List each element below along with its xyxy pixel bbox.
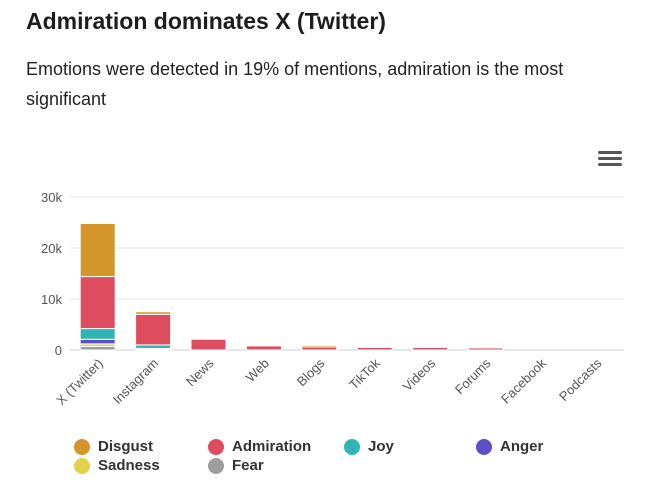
bar-segment-admiration: [467, 347, 504, 351]
legend-item-sadness[interactable]: Sadness: [74, 457, 160, 474]
legend-item-joy[interactable]: Joy: [344, 438, 394, 455]
x-tick-label: X (Twitter): [53, 356, 105, 408]
grid-lines: [70, 196, 624, 351]
legend-label: Fear: [232, 457, 264, 474]
bar-segment-disgust: [301, 344, 338, 348]
x-tick-label: TikTok: [346, 355, 383, 392]
bar-segment-joy: [135, 344, 172, 349]
x-tick-label: Blogs: [294, 355, 328, 389]
x-tick-label: Instagram: [110, 356, 161, 407]
chart-subtitle: Emotions were detected in 19% of mention…: [26, 59, 564, 109]
bar-segment-admiration: [245, 345, 282, 351]
bar-segment-admiration: [412, 346, 449, 351]
legend-label: Sadness: [98, 457, 160, 474]
legend-dot: [208, 457, 224, 474]
x-tick-label: News: [183, 355, 217, 389]
legend-dot: [74, 457, 90, 474]
x-tick-label: Facebook: [498, 355, 549, 406]
y-tick-label: 10k: [41, 292, 62, 307]
x-tick-label: Podcasts: [556, 355, 605, 404]
legend-item-anger[interactable]: Anger: [476, 438, 543, 455]
bars: [79, 223, 504, 351]
hamburger-menu-icon[interactable]: [598, 151, 622, 171]
legend-dot: [476, 438, 492, 455]
bar-segment-disgust: [135, 311, 172, 315]
legend-label: Disgust: [98, 438, 154, 455]
y-axis-ticks: 0 10k 20k 30k: [41, 190, 62, 358]
legend-dot: [344, 438, 360, 455]
chart-title: Admiration dominates X (Twitter): [26, 8, 386, 34]
legend-dot: [74, 438, 90, 455]
x-tick-label: Web: [243, 356, 272, 385]
x-tick-label: Videos: [400, 355, 439, 394]
legend-label: Joy: [368, 438, 394, 455]
legend-label: Admiration: [232, 438, 312, 455]
bar-segment-disgust: [79, 223, 116, 278]
bar-segment-admiration: [356, 346, 393, 351]
legend-item-disgust[interactable]: Disgust: [74, 438, 153, 455]
y-tick-label: 30k: [41, 190, 62, 205]
bar-segment-admiration: [135, 313, 172, 346]
bar-segment-fear: [79, 345, 116, 351]
legend-item-fear[interactable]: Fear: [208, 457, 264, 474]
y-tick-label: 0: [55, 343, 62, 358]
bar-segment-admiration: [79, 276, 116, 330]
y-tick-label: 20k: [41, 241, 62, 256]
x-axis-ticks: X (Twitter) Instagram News Web Blogs TikTok Vi…: [53, 355, 604, 408]
legend-label: Anger: [500, 438, 544, 455]
bar-segment-admiration: [190, 338, 227, 351]
legend-item-admiration[interactable]: Admiration: [208, 438, 311, 455]
x-tick-label: Forums: [452, 355, 494, 397]
bar-segment-joy: [79, 328, 116, 340]
legend-dot: [208, 438, 224, 455]
bar-segment-anger: [79, 338, 116, 345]
stacked-bar-chart: 0 10k 20k 30k X (Twitter) Instagram News Web Bl…: [41, 190, 624, 408]
